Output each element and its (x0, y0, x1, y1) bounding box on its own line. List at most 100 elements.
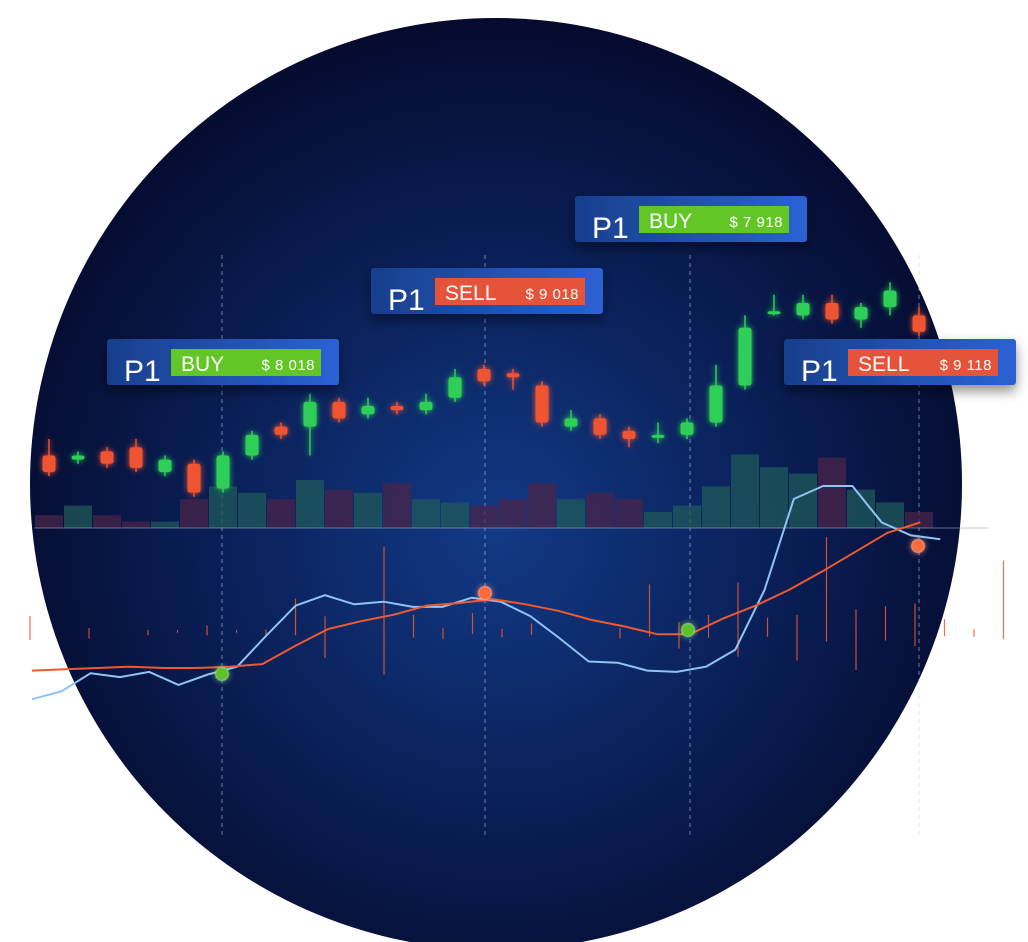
candle (796, 294, 810, 320)
candle (825, 294, 839, 324)
candle-body (42, 455, 56, 473)
signal-label-buy: P1 BUY $ 8 018 (107, 339, 339, 388)
signal-price: $ 7 918 (729, 214, 783, 231)
candle-body (245, 434, 259, 456)
signal-type: BUY (181, 353, 224, 376)
candle (129, 439, 143, 473)
candle-body (71, 455, 85, 460)
candle-body (680, 422, 694, 435)
candle (680, 418, 694, 440)
candle (854, 302, 868, 328)
sell-marker (910, 538, 926, 554)
candle-body (738, 327, 752, 386)
candle-body (767, 311, 781, 315)
volume-bar (35, 515, 63, 528)
candle (419, 393, 433, 415)
volume-bar (760, 467, 788, 528)
volume-bar (151, 521, 179, 528)
candlesticks (42, 282, 926, 497)
candle-body (564, 418, 578, 427)
volume-bar (470, 505, 498, 528)
volume-bar (818, 457, 846, 528)
volume-bar (557, 499, 585, 528)
candle-body (158, 459, 172, 473)
volume-bar (528, 483, 556, 528)
candle (303, 393, 317, 456)
signal-badge (171, 349, 321, 376)
volume-bar (876, 502, 904, 528)
candle-body (883, 290, 897, 308)
candle (506, 368, 520, 390)
candle-body (129, 447, 143, 468)
signal-label-id: P1 (124, 355, 161, 388)
candle (245, 430, 259, 460)
volume-bar (122, 521, 150, 528)
volume-bar (64, 505, 92, 528)
candle (100, 447, 114, 468)
candle-body (854, 307, 868, 320)
candle-body (332, 401, 346, 419)
candle (361, 397, 375, 419)
candle (738, 315, 752, 390)
volume-bar (731, 454, 759, 528)
signal-label-sell: P1 SELL $ 9 118 (784, 339, 1016, 388)
buy-marker (680, 622, 696, 638)
volume-bar (209, 486, 237, 528)
signal-price: $ 9 018 (525, 286, 579, 303)
candle-body (303, 401, 317, 427)
candle (42, 439, 56, 477)
signal-badge (639, 206, 789, 233)
candle (71, 451, 85, 464)
volume-bar (673, 505, 701, 528)
candle-body (390, 406, 404, 411)
candle (564, 410, 578, 431)
candle (158, 455, 172, 477)
signal-type: BUY (649, 210, 692, 233)
signal-badge (848, 349, 998, 376)
candle-body (448, 377, 462, 398)
background-circle (30, 18, 962, 942)
candle-body (506, 373, 520, 378)
candle (274, 422, 288, 440)
candle (477, 364, 491, 386)
volume-bar (702, 486, 730, 528)
volume-bar (354, 492, 382, 528)
signal-label-id: P1 (801, 355, 838, 388)
candle (216, 451, 230, 493)
candle (593, 414, 607, 440)
candle-body (361, 406, 375, 415)
volume-bar (383, 483, 411, 528)
signal-type: SELL (858, 353, 909, 376)
candle (332, 397, 346, 423)
signal-price: $ 9 118 (940, 357, 992, 374)
candle-body (651, 434, 665, 438)
candle-body (796, 302, 810, 316)
candle-body (100, 451, 114, 464)
candle-body (274, 426, 288, 435)
crossover-markers (214, 538, 926, 682)
candle (883, 282, 897, 316)
candle (448, 368, 462, 402)
volume-bar (180, 499, 208, 528)
candle (912, 307, 926, 336)
signal-label-id: P1 (388, 284, 425, 317)
volume-bar (93, 515, 121, 528)
candle (709, 364, 723, 427)
sell-marker (477, 585, 493, 601)
volume-bar (296, 480, 324, 528)
signal-label-buy: P1 BUY $ 7 918 (575, 196, 807, 245)
volume-bar (267, 499, 295, 528)
candle (187, 459, 201, 497)
candle-body (477, 368, 491, 382)
volume-bar (644, 512, 672, 528)
volume-bar (586, 492, 614, 528)
candle (651, 422, 665, 444)
volume-bar (238, 492, 266, 528)
candle (535, 381, 549, 427)
candle-body (216, 455, 230, 489)
volume-bar (412, 499, 440, 528)
volume-bar (499, 499, 527, 528)
volume-bar (441, 502, 469, 528)
signal-badge (435, 278, 585, 305)
